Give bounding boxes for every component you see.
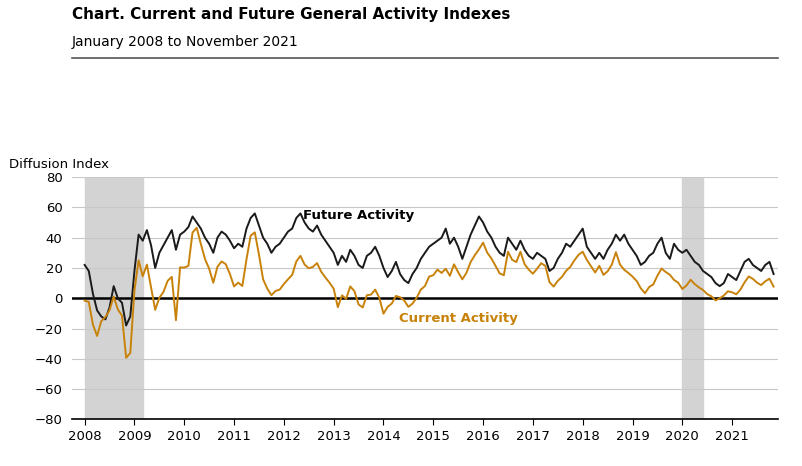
Text: Current Activity: Current Activity: [399, 313, 517, 325]
Text: Diffusion Index: Diffusion Index: [9, 158, 108, 171]
Bar: [85, 177, 143, 419]
Text: Future Activity: Future Activity: [303, 210, 414, 222]
Bar: [683, 177, 703, 419]
Text: Chart. Current and Future General Activity Indexes: Chart. Current and Future General Activi…: [72, 7, 511, 22]
Text: January 2008 to November 2021: January 2008 to November 2021: [72, 35, 299, 49]
